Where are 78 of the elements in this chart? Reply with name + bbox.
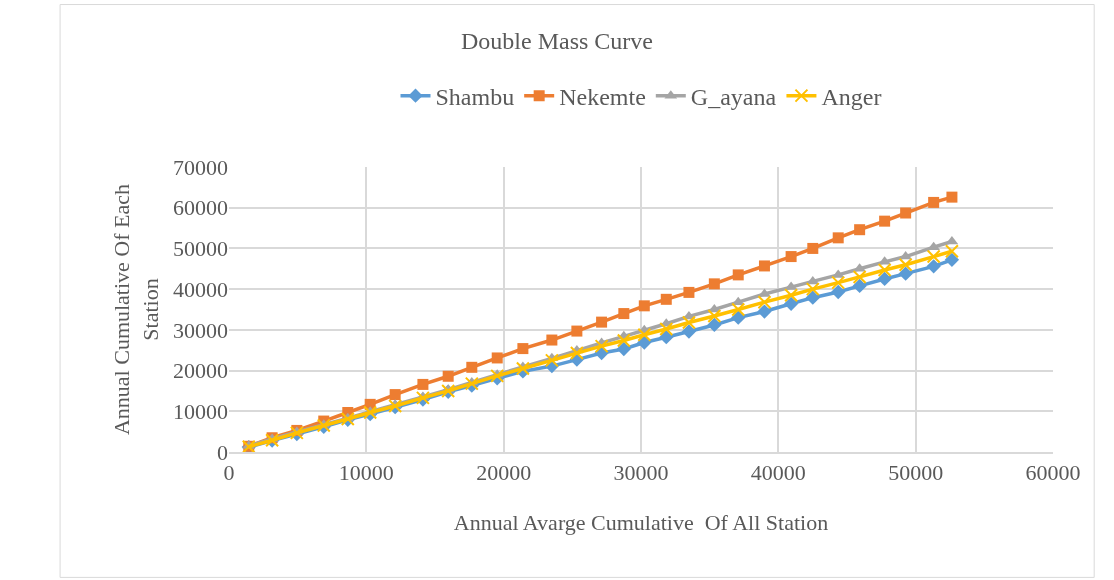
point [757, 304, 772, 319]
point [442, 370, 454, 382]
y-tick-label: 30000 [173, 317, 228, 343]
y-tick-label: 20000 [173, 358, 228, 384]
point [758, 260, 770, 272]
point [785, 251, 797, 263]
point [926, 259, 941, 274]
point [659, 322, 674, 337]
point [707, 317, 722, 333]
legend-label: Nekemte [559, 84, 646, 111]
y-tick-label: 10000 [173, 398, 228, 424]
x-axis-title: Annual Avarge Cumulative Of All Station [453, 509, 829, 535]
x-tick-label: 60000 [1025, 460, 1081, 486]
point [546, 334, 558, 346]
legend-label: Shambu [435, 84, 515, 111]
point [618, 308, 630, 320]
x-tick-label: 10000 [338, 460, 394, 486]
point [944, 244, 959, 259]
point [616, 341, 631, 357]
point [637, 335, 652, 350]
point [544, 353, 559, 368]
x-tick-label: 30000 [613, 460, 669, 486]
point [681, 324, 697, 339]
point [831, 275, 846, 290]
x-tick-label: 40000 [750, 460, 806, 486]
point [783, 296, 799, 311]
point [898, 257, 913, 272]
point [877, 263, 892, 278]
point [389, 389, 401, 401]
y-tick-label: 60000 [173, 195, 228, 221]
y-tick-label: 40000 [173, 276, 228, 302]
point [805, 282, 820, 297]
point [466, 361, 478, 373]
point [569, 346, 584, 361]
point [731, 310, 746, 325]
point [659, 330, 674, 345]
point [571, 325, 583, 337]
y-tick-label: 70000 [173, 154, 228, 180]
point [805, 290, 820, 305]
point [708, 278, 720, 290]
chart-title: Double Mass Curve [461, 28, 653, 54]
point [900, 207, 912, 219]
point [898, 266, 913, 281]
point [681, 315, 696, 330]
point [491, 352, 503, 364]
point [926, 249, 941, 264]
legend-label: Anger [821, 84, 882, 111]
point [852, 278, 867, 294]
point [757, 295, 772, 310]
point [854, 224, 866, 236]
point [616, 333, 631, 348]
point [852, 269, 867, 284]
legend-label: G_ayana [690, 84, 777, 111]
point [807, 242, 819, 254]
y-tick-label: 0 [217, 439, 228, 465]
point [594, 339, 609, 354]
point [517, 343, 529, 355]
x-tick-label: 50000 [888, 460, 944, 486]
point [877, 271, 892, 287]
point [638, 300, 650, 312]
point [832, 232, 844, 244]
point [784, 288, 799, 303]
point [732, 269, 744, 281]
y-tick-label: 50000 [173, 236, 228, 262]
point [946, 191, 958, 203]
point [637, 327, 652, 342]
y-axis-title: Annual Cumulative Of Each Station [109, 183, 163, 436]
point [831, 284, 846, 300]
point [660, 293, 672, 305]
point [944, 252, 960, 267]
point [879, 215, 891, 227]
point [417, 378, 429, 390]
point [683, 286, 695, 298]
x-tick-label: 20000 [476, 460, 532, 486]
point [928, 196, 940, 208]
point [596, 316, 608, 328]
point [731, 302, 746, 317]
point [707, 309, 722, 324]
